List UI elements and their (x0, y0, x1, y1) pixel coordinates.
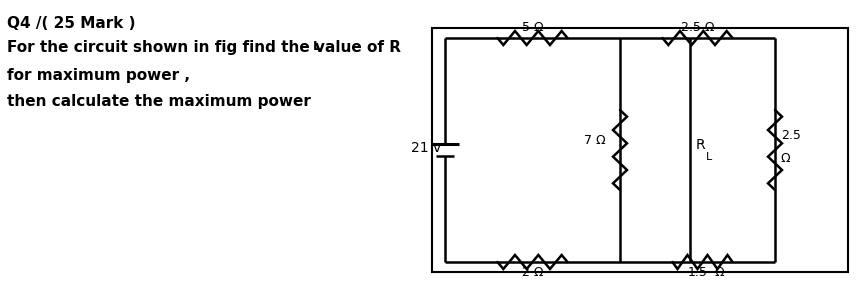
Text: L: L (313, 40, 321, 53)
Text: 1.5: 1.5 (687, 266, 707, 279)
Text: For the circuit shown in fig find the value of R: For the circuit shown in fig find the va… (7, 40, 401, 55)
Text: then calculate the maximum power: then calculate the maximum power (7, 94, 311, 109)
Text: 5 Ω: 5 Ω (521, 21, 544, 34)
Text: Ω: Ω (781, 152, 791, 165)
Text: 21 v: 21 v (411, 141, 441, 155)
Text: 2.5 Ω: 2.5 Ω (681, 21, 714, 34)
Text: 7 Ω: 7 Ω (585, 133, 606, 147)
Text: Q4 /( 25 Mark ): Q4 /( 25 Mark ) (7, 16, 135, 31)
Bar (432, 28, 848, 272)
Text: R: R (696, 138, 705, 152)
Text: 2.5: 2.5 (781, 129, 801, 142)
Text: for maximum power ,: for maximum power , (7, 68, 190, 83)
Text: 2 Ω: 2 Ω (522, 266, 544, 279)
Text: L: L (706, 152, 712, 162)
Text: Ω: Ω (715, 266, 724, 279)
